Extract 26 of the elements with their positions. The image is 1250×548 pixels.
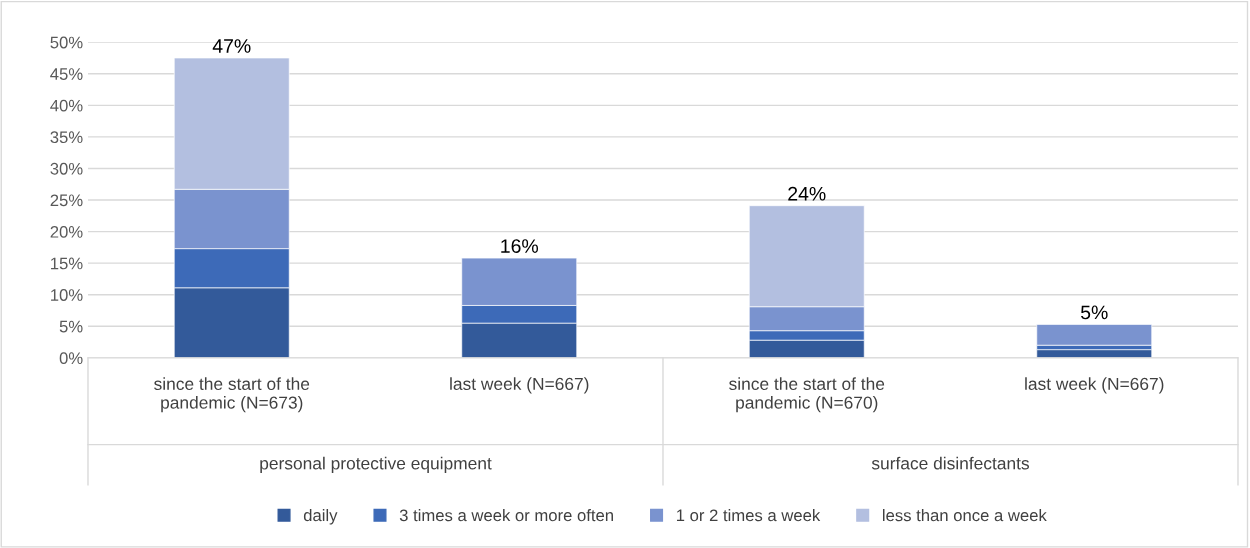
y-tick-label: 20% <box>50 225 83 238</box>
text: surface disinfectants <box>871 456 1030 470</box>
total-label: 24% <box>788 186 826 201</box>
y-tick-label: 45% <box>50 68 83 80</box>
total-label: 47% <box>212 39 251 53</box>
y-tick-label: 35% <box>50 131 83 144</box>
y-tick-label: 40% <box>50 99 83 112</box>
x-tick-label: last week (N=667) <box>1025 377 1164 394</box>
y-tick-label: 30% <box>50 162 83 175</box>
x-tick-label: since the start of the pandemic (N=673) <box>154 377 310 413</box>
x-tick-label: last week (N=667) <box>450 377 589 394</box>
legend-label: less than once a week <box>883 509 1047 522</box>
text: personal protective equipment <box>260 456 492 473</box>
y-tick-label: 10% <box>51 289 83 301</box>
total-label: 5% <box>1080 305 1108 320</box>
legend-label: 1 or 2 times a week <box>676 509 821 522</box>
y-tick-label: 15% <box>51 257 83 270</box>
y-tick-label: 50% <box>50 36 83 49</box>
legend-label: 3 times a week or more often <box>399 509 613 522</box>
bar <box>1036 324 1153 346</box>
total-label: 16% <box>501 239 539 253</box>
y-tick-label: 5% <box>59 320 83 333</box>
y-tick-label: 25% <box>50 194 83 207</box>
y-tick-label: 0% <box>59 352 83 365</box>
x-tick-label: since the start of the pandemic (N=670) <box>729 377 885 413</box>
legend-label: daily <box>303 509 338 525</box>
